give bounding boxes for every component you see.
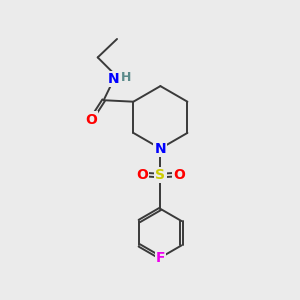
Text: O: O: [85, 112, 97, 127]
Text: O: O: [173, 168, 185, 182]
Text: O: O: [136, 168, 148, 182]
Text: S: S: [155, 168, 165, 182]
Text: F: F: [156, 250, 165, 265]
Text: N: N: [108, 72, 120, 86]
Text: H: H: [122, 71, 132, 84]
Text: N: N: [154, 142, 166, 155]
